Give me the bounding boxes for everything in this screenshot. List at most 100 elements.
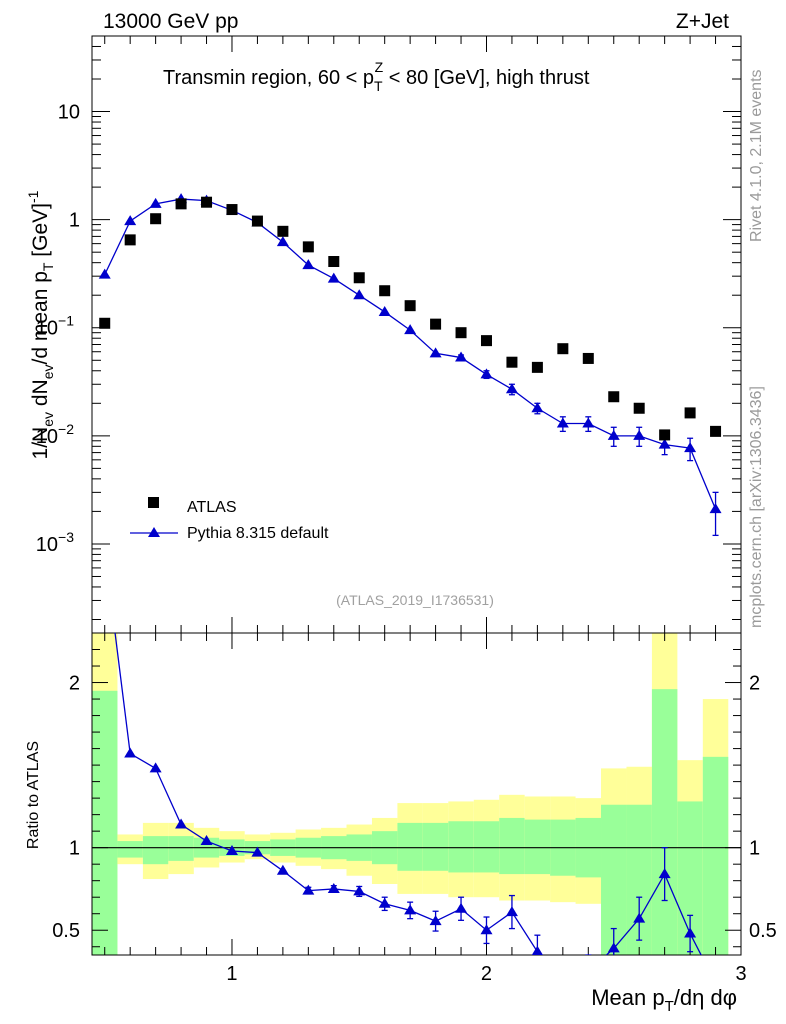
atlas-point [124,234,136,246]
atlas-point [302,241,314,253]
pythia-point [658,438,671,449]
legend-atlas-marker [148,497,159,508]
ratio-ytick-label-left: 1 [69,838,80,860]
atlas-point [226,204,238,216]
pythia-point [429,347,442,358]
pythia-point [607,429,620,440]
pythia-point [124,215,137,226]
atlas-point [480,335,492,347]
legend-pythia-label: Pythia 8.315 default [187,525,329,542]
atlas-point [506,356,518,368]
pythia-point [378,305,391,316]
ratio-series [114,633,702,984]
atlas-point [201,196,213,208]
atlas-point [531,361,543,373]
ratio-ytick-label-right: 1 [749,838,760,860]
ratio-point [124,747,137,758]
ratio-point [557,974,569,984]
ratio-point [149,762,162,773]
pythia-point [98,268,111,279]
atlas-point [150,213,162,225]
atlas-point [633,402,645,414]
ratio-point [175,818,188,829]
ratio-point [404,904,417,915]
green-band-bin [524,819,551,875]
ratio-point [276,864,289,875]
green-band-bin [142,836,169,865]
ratio-point [378,897,391,908]
green-band-bin [92,690,118,955]
mcplots-label: mcplots.cern.ch [arXiv:1306.3436] [748,386,765,628]
atlas-point [582,352,594,364]
legend-pythia-marker [148,527,160,537]
green-band-bin [422,822,449,871]
main-ytick-label: 10−3 [36,529,74,556]
ratio-point [429,915,442,926]
ratio-point [480,924,493,935]
pythia-point [684,442,697,453]
x-axis-label: Mean pT/dη dφ [591,985,737,1015]
atlas-point [710,425,722,437]
pythia-point [455,351,468,362]
green-band-bin [473,821,500,873]
ratio-ytick-label-left: 0.5 [52,920,80,942]
main-ytick-label: 10−1 [36,313,74,340]
green-band-bin [651,689,678,955]
x-axis-label-text: Mean pT/dη dφ [591,985,737,1015]
main-ytick-label: 10 [58,102,80,124]
atlas-point [608,391,620,403]
ratio-point [225,844,238,855]
ratio-point [607,942,620,953]
legend-atlas-label: ATLAS [187,499,237,516]
header-left: 13000 GeV pp [103,10,238,33]
ratio-point [200,835,213,846]
pythia-point [404,324,417,335]
green-band-bin [397,822,423,871]
ratio-axis-ticks: 0.5 0.5 1 1 2 2 1 2 3 [52,632,777,985]
atlas-point [659,429,671,441]
pythia-point [556,417,569,428]
ratio-panel [91,632,742,956]
atlas-point [455,327,467,339]
xtick-label: 1 [226,963,237,985]
ratio-point [658,868,671,879]
header-right: Z+Jet [676,10,729,33]
xtick-label: 3 [735,963,746,985]
atlas-point [557,343,569,355]
ratio-point [353,885,366,896]
main-ylabel-text: 1/Nev dNev/d mean pT [GeV]-1 [25,190,56,459]
atlas-point [353,272,365,284]
ratio-data [114,633,702,984]
ratio-ytick-label-right: 0.5 [749,920,777,942]
pythia-point [709,503,722,514]
main-title-text: Transmin region, 60 < pTZ < 80 [GeV], hi… [163,59,590,94]
atlas-point [430,318,442,330]
analysis-label: (ATLAS_2019_I1736531) [336,592,494,608]
green-band-bin [499,817,525,875]
pythia-point [505,383,518,394]
pythia-point [633,429,646,440]
ratio-point [302,884,315,895]
ratio-point [327,882,340,893]
atlas-point [379,285,391,297]
xtick-label: 2 [481,963,492,985]
pythia-point [582,417,595,428]
main-ytick-label: 1 [69,210,80,232]
main-panel [91,35,742,634]
ratio-point [455,902,468,913]
ratio-ytick-label-right: 2 [749,673,760,695]
ratio-ylabel: Ratio to ATLAS [25,741,42,849]
main-data [98,193,722,537]
atlas-point [251,215,263,227]
atlas-point [684,407,696,419]
pythia-point [480,368,493,379]
atlas-point [277,225,289,237]
pythia-point [302,259,315,270]
ratio-point [582,966,594,976]
ratio-point [633,912,646,923]
ratio-point [531,945,543,955]
green-band-bin [117,841,143,858]
main-frame-box [91,35,742,634]
pythia-point [353,289,366,300]
